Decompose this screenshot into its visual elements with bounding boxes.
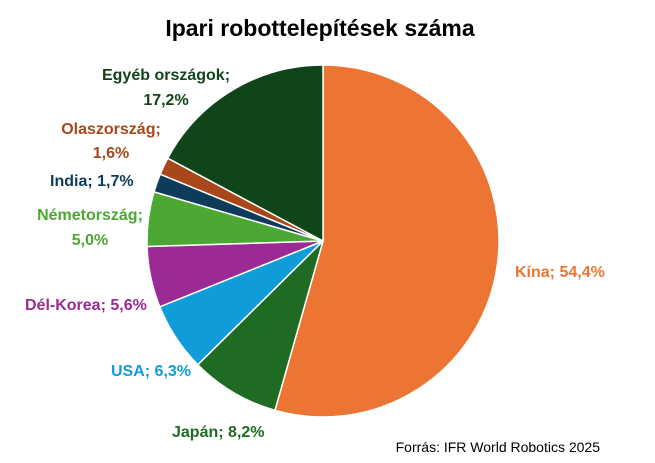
pie-slice-8 xyxy=(166,64,324,243)
slice-label-5: Németország; 5,0% xyxy=(37,207,143,249)
pie-labels: Kína; 54,4% Japán; 8,2% USA; 6,3% Dél-Korea… xyxy=(25,67,605,441)
pie-slice-1 xyxy=(274,64,500,418)
source-note: Forrás: IFR World Robotics 2025 xyxy=(396,439,601,455)
slice-label-6: India; 1,7% xyxy=(50,173,134,190)
chart-title: Ipari robottelepítések száma xyxy=(165,15,475,41)
slice-label-7: Olaszország; 1,6% xyxy=(61,121,161,162)
slice-label-3: USA; 6,3% xyxy=(111,363,191,380)
pie-slice-2 xyxy=(196,238,325,412)
slice-label-8: Egyéb országok; 17,2% xyxy=(102,67,230,109)
slice-label-1: Kína; 54,4% xyxy=(515,264,605,281)
pie-slices xyxy=(146,64,500,418)
slice-label-4: Dél-Korea; 5,6% xyxy=(25,297,147,314)
slice-label-2: Japán; 8,2% xyxy=(172,424,264,441)
